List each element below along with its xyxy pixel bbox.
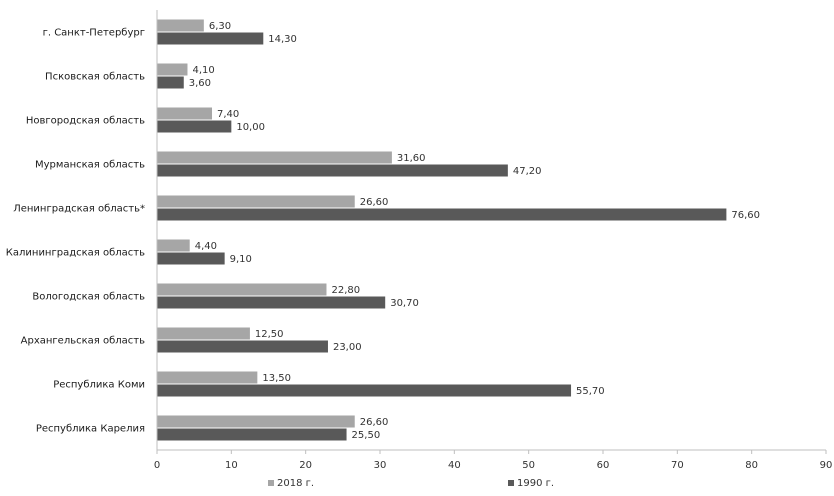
bar-1990 — [157, 32, 264, 45]
x-tick-label: 0 — [154, 460, 160, 471]
bar-1990 — [157, 340, 328, 353]
bar-2018 — [157, 239, 190, 252]
data-label-2018: 26,60 — [360, 417, 389, 428]
data-label-1990: 3,60 — [189, 78, 211, 89]
x-tick-label: 60 — [597, 460, 610, 471]
bar-2018 — [157, 19, 204, 32]
data-label-1990: 14,30 — [268, 34, 297, 45]
data-label-2018: 6,30 — [209, 21, 231, 32]
x-tick-label: 20 — [299, 460, 312, 471]
x-axis-ticks: 0 10 20 30 40 50 60 70 80 90 — [154, 450, 833, 471]
category-label: Ленинградская область* — [13, 204, 145, 215]
data-label-1990: 47,20 — [513, 166, 542, 177]
category-label: Калининградская область — [6, 248, 145, 259]
bar-1990 — [157, 208, 727, 221]
category-labels: г. Санкт-Петербург Псковская область Новго… — [6, 28, 145, 435]
legend-label-1990: 1990 г. — [517, 478, 554, 489]
bar-2018 — [157, 415, 355, 428]
bar-1990 — [157, 252, 225, 265]
data-label-1990: 30,70 — [390, 298, 419, 309]
category-label: Архангельская область — [21, 336, 145, 347]
bar-2018 — [157, 151, 392, 164]
bar-2018 — [157, 63, 188, 76]
bar-2018 — [157, 283, 327, 296]
data-label-2018: 22,80 — [331, 285, 360, 296]
legend-label-2018: 2018 г. — [277, 478, 314, 489]
bar-1990 — [157, 384, 572, 397]
data-label-2018: 13,50 — [262, 373, 291, 384]
category-label: Республика Карелия — [36, 424, 145, 435]
data-label-1990: 23,00 — [333, 342, 362, 353]
data-label-1990: 55,70 — [576, 386, 605, 397]
data-label-1990: 9,10 — [230, 254, 252, 265]
data-label-2018: 31,60 — [397, 153, 426, 164]
data-label-2018: 7,40 — [217, 109, 239, 120]
x-tick-label: 70 — [671, 460, 684, 471]
data-label-2018: 26,60 — [360, 197, 389, 208]
bar-1990 — [157, 296, 386, 309]
category-label: г. Санкт-Петербург — [43, 28, 145, 39]
legend-swatch-2018 — [268, 480, 274, 486]
data-label-1990: 10,00 — [236, 122, 265, 133]
data-label-2018: 4,40 — [195, 241, 217, 252]
bar-2018 — [157, 327, 250, 340]
x-tick-label: 50 — [522, 460, 535, 471]
data-labels: 6,30 14,30 4,10 3,60 7,40 10,00 31,60 47,20 26,6… — [189, 21, 760, 441]
category-label: Вологодская область — [32, 292, 145, 303]
data-label-2018: 4,10 — [192, 65, 214, 76]
x-tick-label: 80 — [745, 460, 758, 471]
bars — [157, 19, 727, 441]
legend-swatch-1990 — [508, 480, 514, 486]
category-label: Мурманская область — [35, 160, 145, 171]
bar-2018 — [157, 107, 213, 120]
category-label: Республика Коми — [53, 380, 145, 391]
x-tick-label: 90 — [820, 460, 833, 471]
x-tick-label: 40 — [448, 460, 461, 471]
bar-2018 — [157, 371, 258, 384]
bar-1990 — [157, 76, 184, 89]
bar-1990 — [157, 120, 232, 133]
category-label: Псковская область — [45, 72, 145, 83]
bar-1990 — [157, 164, 508, 177]
data-label-1990: 76,60 — [731, 210, 760, 221]
x-tick-label: 30 — [374, 460, 387, 471]
data-label-2018: 12,50 — [255, 329, 284, 340]
axes — [156, 10, 826, 451]
data-label-1990: 25,50 — [352, 430, 381, 441]
x-tick-label: 10 — [225, 460, 238, 471]
bar-2018 — [157, 195, 355, 208]
category-label: Новгородская область — [26, 116, 145, 127]
legend: 2018 г. 1990 г. — [268, 478, 554, 489]
bar-1990 — [157, 428, 347, 441]
